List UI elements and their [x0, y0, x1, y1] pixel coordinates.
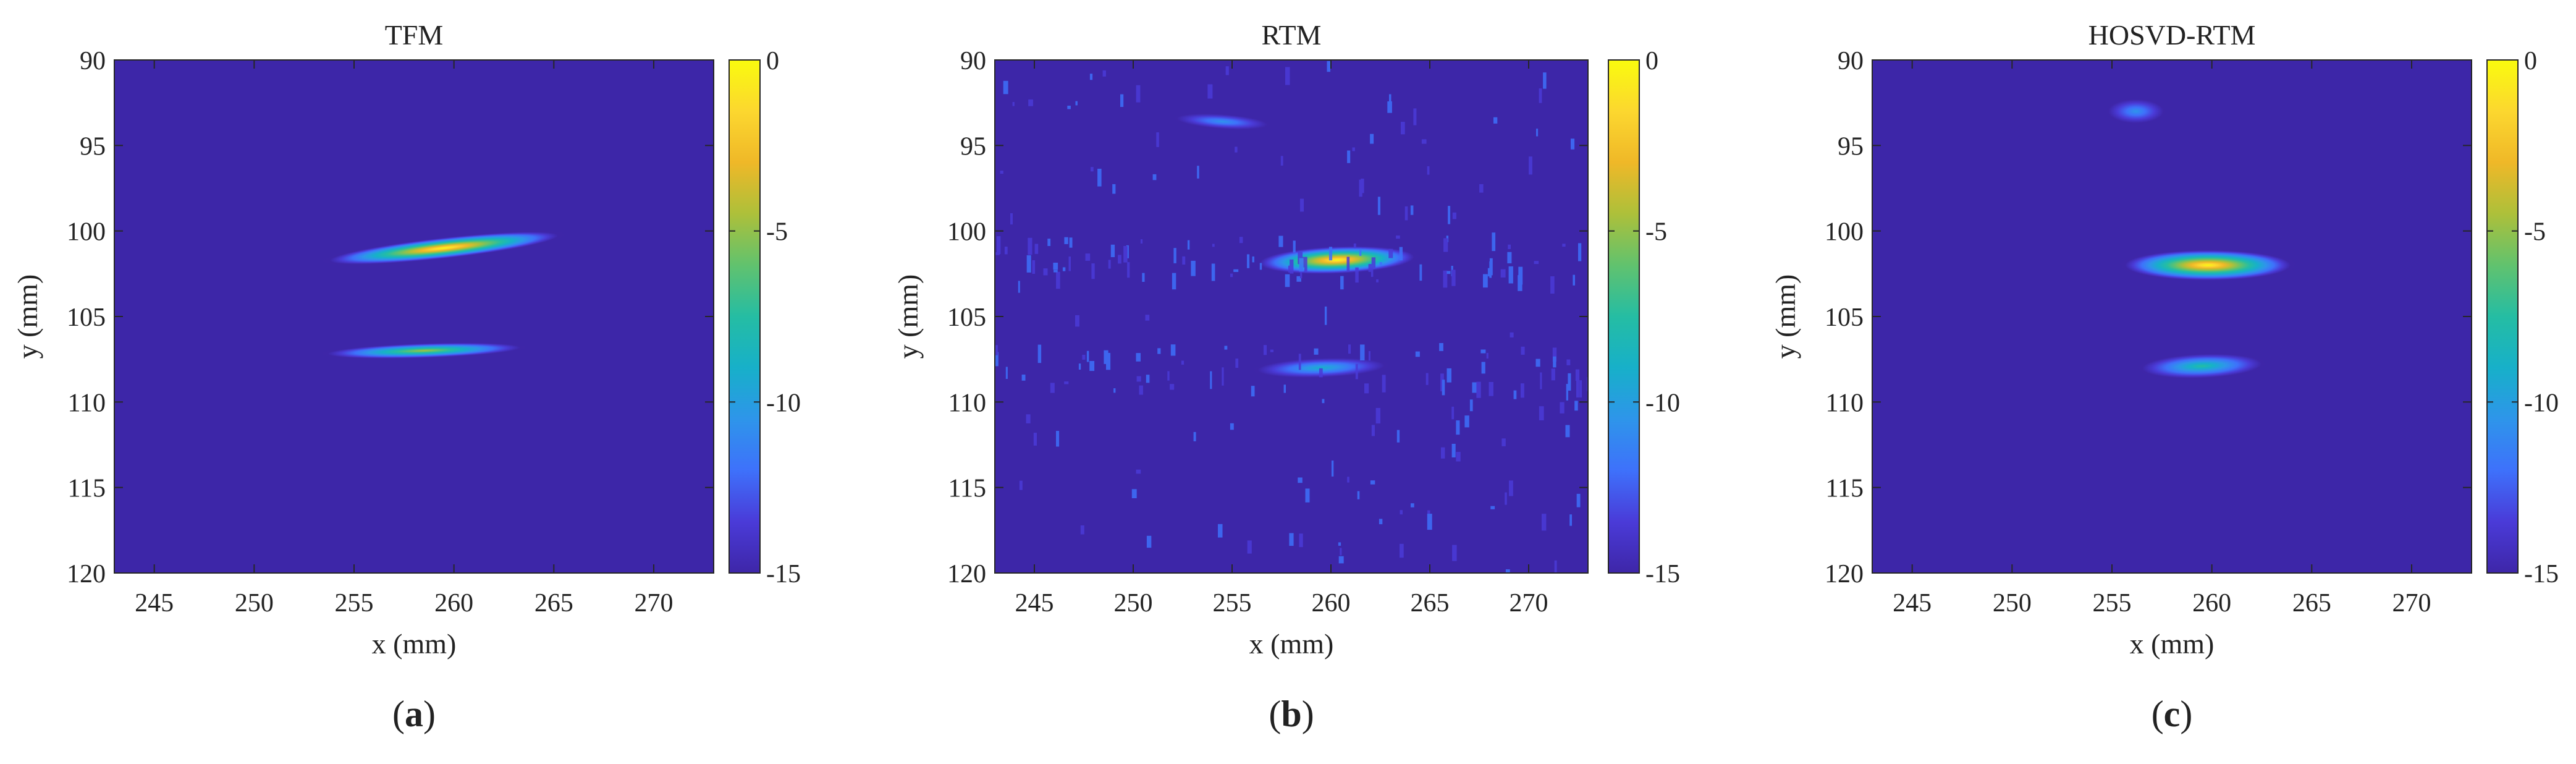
colorbar-tick-label: -10: [2524, 389, 2559, 417]
colorbar-tick-label: -10: [1645, 389, 1680, 417]
colorbar-tick-label: -15: [1645, 560, 1680, 588]
x-axis-label: x (mm): [2130, 628, 2215, 660]
x-tick-label: 255: [335, 589, 374, 618]
x-tick-label: 270: [2392, 589, 2431, 618]
colorbar-tick-label: -15: [766, 560, 801, 588]
y-tick-label: 90: [1838, 47, 1864, 75]
y-tick-label: 100: [67, 218, 106, 247]
y-tick-label: 95: [80, 132, 106, 161]
colorbar-tick-label: -5: [2524, 218, 2546, 247]
y-tick-label: 90: [80, 47, 106, 75]
y-axis-label: y (mm): [12, 274, 43, 359]
heatmap-background: [995, 60, 1588, 573]
y-tick-label: 120: [67, 560, 106, 588]
y-tick-label: 95: [1838, 132, 1864, 161]
reflector-indication-3: [1173, 112, 1272, 130]
colorbar-tick-label: 0: [766, 47, 779, 75]
colorbar: [1608, 59, 1640, 574]
y-tick-label: 115: [948, 475, 986, 503]
heatmap-background: [1872, 60, 2472, 573]
colorbar-tick-label: -5: [766, 218, 788, 247]
chart-panel-a: 245 250 255 260 265 270 90 95 100 105 110 115 120 TFM…: [12, 19, 801, 734]
x-tick-label: 255: [2093, 589, 2132, 618]
chart-panel-c: 245 250 255 260 265 270 90 95 100 105 110 115 120 HOS…: [1770, 19, 2559, 734]
colorbar-tick-label: -5: [1645, 218, 1667, 247]
y-tick-label: 105: [67, 303, 106, 332]
x-tick-label: 245: [1893, 589, 1932, 618]
y-tick-label: 115: [1826, 475, 1864, 503]
speckle-noise: [995, 61, 1588, 573]
y-tick-label: 120: [947, 560, 986, 588]
reflector-indication-2: [319, 342, 529, 359]
x-tick-label: 265: [1411, 589, 1450, 618]
chart-title: HOSVD-RTM: [2088, 19, 2256, 51]
colorbar-tick-label: 0: [1645, 47, 1658, 75]
x-tick-label: 260: [2192, 589, 2231, 618]
x-tick-label: 260: [1312, 589, 1351, 618]
panel-label: (b): [1269, 694, 1314, 734]
x-axis-label: x (mm): [372, 628, 457, 660]
x-axis-label: x (mm): [1249, 628, 1334, 660]
y-tick-label: 110: [68, 389, 106, 417]
chart-panel-b: 245 250 255 260 265 270 90 95 100 105 110 115 120 RTM…: [892, 19, 1680, 734]
chart-title: RTM: [1262, 19, 1322, 51]
colorbar-tick-label: 0: [2524, 47, 2537, 75]
x-tick-label: 260: [434, 589, 473, 618]
x-tick-label: 250: [1114, 589, 1153, 618]
x-tick-label: 270: [635, 589, 674, 618]
x-tick-label: 265: [534, 589, 573, 618]
heatmap-field: [319, 230, 568, 359]
heatmap-field: [995, 61, 1588, 573]
heatmap-background: [114, 60, 714, 573]
x-tick-label: 245: [1015, 589, 1054, 618]
y-tick-label: 90: [960, 47, 986, 75]
reflector-indication-2: [2137, 353, 2267, 380]
x-tick-label: 245: [135, 589, 174, 618]
y-tick-label: 110: [948, 389, 986, 417]
heatmap-field: [2106, 98, 2298, 380]
x-tick-label: 265: [2292, 589, 2331, 618]
y-tick-label: 95: [960, 132, 986, 161]
x-tick-label: 270: [1510, 589, 1548, 618]
x-tick-label: 250: [1993, 589, 2032, 618]
y-tick-label: 105: [947, 303, 986, 332]
reflector-indication-1: [1252, 245, 1421, 275]
reflector-indication-1: [2118, 248, 2298, 282]
y-axis-label: y (mm): [892, 274, 924, 359]
reflector-indication-1: [319, 230, 568, 266]
x-tick-label: 255: [1213, 589, 1252, 618]
y-axis-label: y (mm): [1770, 274, 1801, 359]
colorbar: [2486, 59, 2519, 574]
panel-label: (a): [392, 694, 436, 734]
y-tick-label: 120: [1825, 560, 1864, 588]
x-tick-label: 250: [235, 589, 274, 618]
colorbar-tick-label: -10: [766, 389, 801, 417]
y-tick-label: 100: [947, 218, 986, 247]
y-tick-label: 105: [1825, 303, 1864, 332]
colorbar: [728, 59, 761, 574]
reflector-indication-3: [2106, 98, 2166, 124]
y-tick-label: 110: [1826, 389, 1864, 417]
y-tick-label: 100: [1825, 218, 1864, 247]
colorbar-tick-label: -15: [2524, 560, 2559, 588]
y-tick-label: 115: [68, 475, 106, 503]
chart-title: TFM: [385, 19, 444, 51]
panel-label: (c): [2152, 694, 2193, 734]
